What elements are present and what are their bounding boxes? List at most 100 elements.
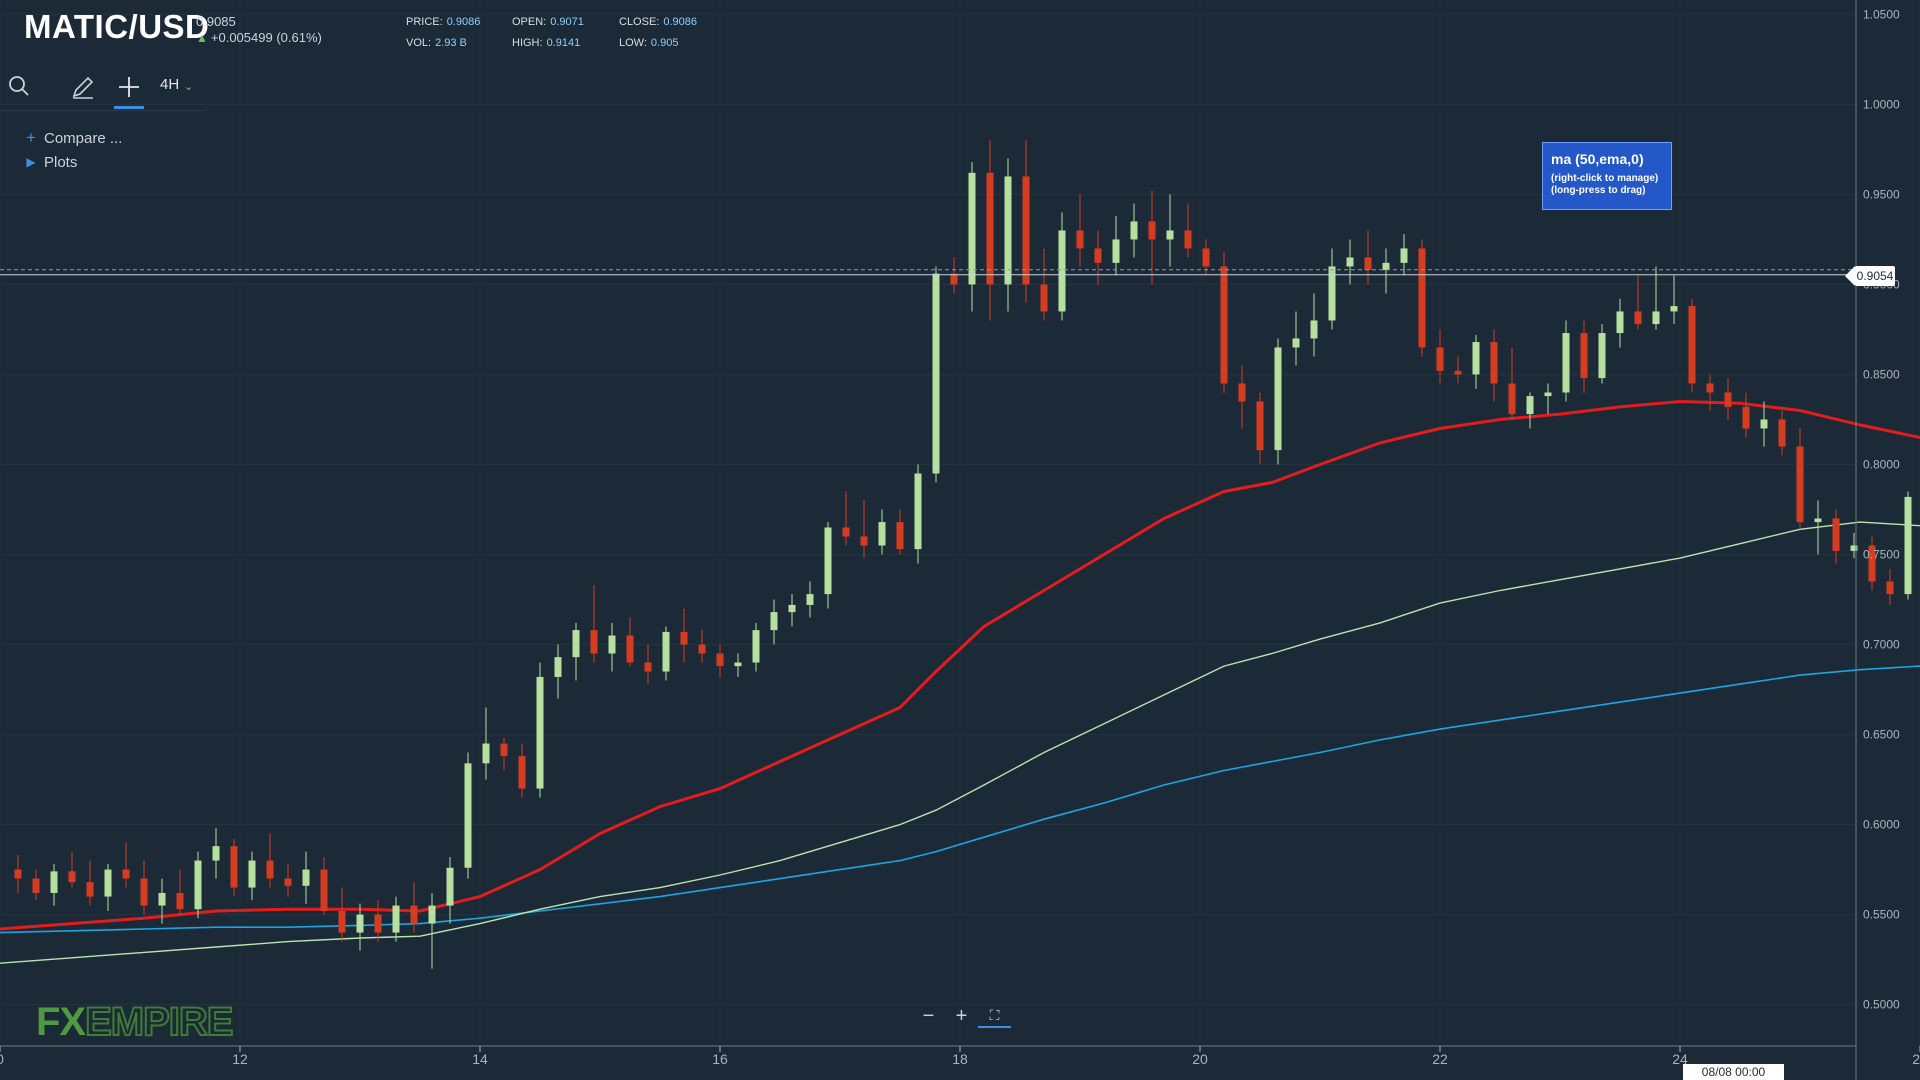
indicator-tooltip[interactable]: ma (50,ema,0) (right-click to manage) (l… [1542, 142, 1672, 210]
up-arrow-icon: ▲ [196, 30, 208, 45]
zoom-out-button[interactable]: − [922, 1005, 935, 1027]
search-icon [9, 76, 29, 96]
candle-body [860, 536, 868, 546]
candle-body [662, 631, 670, 672]
candle-body [536, 676, 544, 789]
x-tick-label: 14 [472, 1051, 488, 1067]
candle-body [1256, 401, 1264, 451]
candle-body [1328, 266, 1336, 321]
candle-body [266, 860, 274, 879]
candle-body [50, 871, 58, 893]
candle-body [1904, 496, 1912, 595]
moving-average-lines [0, 399, 1920, 964]
stat-low: LOW: 0.905 [619, 37, 679, 49]
candle-body [590, 630, 598, 654]
candle-body [1508, 383, 1516, 415]
crosshair-button[interactable] [114, 72, 144, 109]
y-tick-label: 0.7500 [1863, 548, 1900, 562]
candle-body [752, 630, 760, 663]
candle-body [1526, 396, 1534, 415]
candle-body [1706, 383, 1714, 393]
candle-body [1598, 333, 1606, 379]
candle-body [1562, 333, 1570, 393]
ema50-line [0, 399, 1920, 931]
candle-body [248, 860, 256, 888]
tooltip-title: ma (50,ema,0) [1551, 151, 1644, 167]
candle-body [482, 743, 490, 764]
candle-body [608, 635, 616, 654]
candle-body [878, 522, 886, 546]
candle-body [230, 846, 238, 888]
candle-body [1310, 320, 1318, 339]
candle-body [1364, 257, 1372, 271]
candle-body [1580, 333, 1588, 379]
candle-body [446, 867, 454, 906]
chevron-down-icon[interactable]: ⌄ [184, 81, 194, 93]
interval-selector[interactable]: 4H [160, 76, 180, 93]
candle-body [1004, 176, 1012, 285]
candle-body [1094, 248, 1102, 263]
candle-body [968, 172, 976, 285]
candle-body [680, 631, 688, 645]
candle-body [1616, 311, 1624, 334]
candle-body [284, 878, 292, 886]
fullscreen-button[interactable]: ⛶ [978, 1004, 1011, 1028]
candle-body [158, 892, 166, 906]
candle-body [14, 869, 22, 879]
stat-open: OPEN: 0.9071 [512, 16, 584, 28]
stat-close: CLOSE: 0.9086 [619, 16, 698, 28]
candle-body [428, 905, 436, 924]
candle-body [1760, 419, 1768, 429]
last-price: 0.9085 [196, 14, 236, 29]
candle-body [1058, 230, 1066, 312]
candle-body [842, 527, 850, 537]
plus-icon: + [26, 128, 36, 147]
y-tick-label: 0.5000 [1863, 998, 1900, 1012]
x-tick-label: 22 [1432, 1051, 1448, 1067]
candle-body [1796, 446, 1804, 523]
x-tick-label: 24 [1672, 1051, 1688, 1067]
crosshair-icon [119, 77, 139, 97]
compare-link[interactable]: + Compare ... [24, 126, 122, 150]
candle-body [1148, 221, 1156, 240]
candle-body [1670, 306, 1678, 312]
candle-body [1454, 370, 1462, 375]
candle-body [392, 905, 400, 933]
y-tick-label: 0.9500 [1863, 187, 1900, 201]
candle-body [1688, 306, 1696, 384]
candle-body [1184, 230, 1192, 249]
search-button[interactable] [4, 72, 34, 102]
candle-body [1040, 284, 1048, 312]
candle-body [1436, 347, 1444, 371]
symbol-title: MATIC/USD [24, 8, 210, 45]
zoom-in-button[interactable]: + [955, 1005, 968, 1027]
side-menu: + Compare ... ▶ Plots [24, 126, 122, 174]
candlesticks [14, 140, 1912, 969]
candle-body [194, 860, 202, 910]
candle-body [1400, 248, 1408, 263]
x-tick-label: 0 [0, 1051, 4, 1067]
candle-body [914, 473, 922, 550]
candle-body [554, 657, 562, 677]
draw-button[interactable] [68, 72, 98, 102]
candle-body [824, 527, 832, 595]
candle-body [572, 630, 580, 658]
triangle-right-icon: ▶ [26, 155, 36, 169]
candle-body [1778, 419, 1786, 447]
stat-price: PRICE: 0.9086 [406, 16, 481, 28]
chart-toolbar: 4H ⌄ [0, 66, 206, 111]
candle-body [1832, 518, 1840, 551]
candle-body [68, 871, 76, 883]
candle-body [32, 878, 40, 893]
candle-body [1634, 311, 1642, 325]
candle-body [176, 892, 184, 910]
x-tick-label: 20 [1192, 1051, 1208, 1067]
candle-body [1490, 342, 1498, 384]
candle-body [338, 910, 346, 933]
candle-body [302, 869, 310, 886]
plots-link[interactable]: ▶ Plots [24, 150, 122, 174]
price-change-value: +0.005499 (0.61%) [210, 30, 322, 45]
candle-body [734, 662, 742, 667]
candle-body [1022, 176, 1030, 285]
